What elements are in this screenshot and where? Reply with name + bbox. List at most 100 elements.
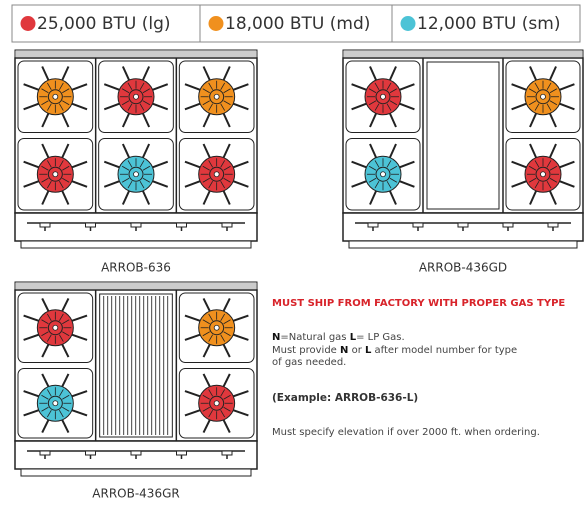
- burner-port: [223, 406, 231, 412]
- burner-port: [62, 394, 70, 400]
- griddle: [426, 61, 500, 210]
- burner-port: [41, 331, 49, 337]
- burner-port: [386, 160, 392, 168]
- grate-bar: [369, 190, 378, 205]
- burner-port: [528, 100, 537, 106]
- grate-bar: [548, 66, 557, 81]
- burner-port: [549, 100, 558, 106]
- burner-port: [46, 82, 52, 91]
- grate-bar: [548, 143, 557, 159]
- grate-bar: [388, 112, 397, 128]
- burner-port: [220, 160, 226, 168]
- burner-port: [58, 409, 64, 418]
- grate-bar: [399, 102, 415, 111]
- burner-port: [139, 160, 145, 168]
- legend-swatch: [400, 16, 416, 31]
- knob: [39, 450, 51, 456]
- grate-bar: [152, 160, 169, 169]
- grate-bar: [232, 83, 249, 91]
- grate-bar: [529, 112, 538, 128]
- burner-port: [374, 103, 380, 111]
- grate-bar: [202, 419, 211, 434]
- burner-port: [546, 180, 552, 189]
- burner-port: [46, 180, 52, 189]
- burner-port: [142, 165, 151, 171]
- burner-port: [58, 313, 64, 322]
- grate-bar: [141, 143, 151, 159]
- grate-bar: [232, 333, 249, 341]
- grate-bar: [71, 409, 88, 417]
- grate-bar: [351, 83, 367, 91]
- knob: [176, 450, 187, 456]
- burner-port: [46, 313, 52, 322]
- grate-bar: [71, 102, 88, 111]
- grate-bar: [529, 66, 538, 81]
- burner-port: [41, 177, 49, 183]
- grate-bar: [61, 143, 70, 159]
- knob: [457, 222, 469, 228]
- grate-bar: [23, 390, 40, 398]
- grate-bar: [121, 66, 131, 81]
- burner-port: [41, 88, 49, 94]
- grate-bar: [141, 66, 151, 81]
- grate-bar: [511, 83, 527, 91]
- grate-bar: [184, 314, 201, 322]
- burner-port: [220, 313, 226, 322]
- grate-bar: [202, 66, 211, 81]
- grate-bar: [548, 190, 557, 205]
- burner-port: [368, 165, 377, 171]
- grate-bar: [184, 102, 201, 111]
- grate-bar: [121, 112, 131, 128]
- burner-port: [208, 180, 214, 189]
- burner-port: [223, 177, 231, 183]
- burner-port: [220, 389, 226, 397]
- burner-port: [58, 160, 64, 168]
- burner-port: [389, 165, 398, 171]
- burner-port: [374, 180, 380, 189]
- grate-bar: [369, 143, 378, 159]
- grate-bar: [559, 102, 575, 111]
- knob: [221, 450, 233, 456]
- legend-label: 25,000 BTU (lg): [37, 14, 171, 34]
- burner-port: [58, 334, 64, 342]
- burner-port: [528, 177, 537, 183]
- grate-bar: [141, 190, 151, 205]
- grate-bar: [61, 66, 70, 81]
- burner-port: [202, 319, 210, 325]
- legend-label: 18,000 BTU (md): [225, 14, 370, 34]
- burner-port: [208, 409, 214, 418]
- grate-bar: [41, 343, 50, 358]
- text: after model number for type: [371, 345, 517, 356]
- grate-bar: [41, 190, 50, 205]
- burner-port: [534, 160, 540, 168]
- burner-port: [41, 394, 49, 400]
- burner-center: [380, 93, 386, 100]
- grate-bar: [71, 180, 88, 188]
- burner-port: [208, 82, 214, 91]
- grate-bar: [71, 160, 88, 169]
- burner-port: [139, 82, 145, 91]
- burner-port: [41, 100, 49, 106]
- grate-bar: [71, 83, 88, 91]
- model-label: ARROB-636: [101, 261, 171, 275]
- bold-n: N: [340, 345, 348, 356]
- grate-bar: [529, 143, 538, 159]
- grate-bar: [184, 83, 201, 91]
- grate-bar: [222, 143, 231, 159]
- burner-port: [46, 103, 52, 111]
- grate-bar: [222, 373, 231, 388]
- grate-bar: [222, 419, 231, 434]
- knob: [85, 450, 96, 456]
- grate-bar: [61, 343, 70, 358]
- grate-bar: [23, 409, 40, 417]
- knob: [221, 222, 233, 228]
- burner-port: [528, 88, 537, 94]
- knob: [39, 222, 51, 228]
- knob: [367, 222, 379, 228]
- grate-bar: [232, 180, 249, 188]
- grate-bar: [141, 112, 151, 128]
- burner-port: [549, 177, 558, 183]
- grate-bar: [41, 66, 50, 81]
- grate-bar: [184, 333, 201, 341]
- grate-bar: [41, 112, 50, 128]
